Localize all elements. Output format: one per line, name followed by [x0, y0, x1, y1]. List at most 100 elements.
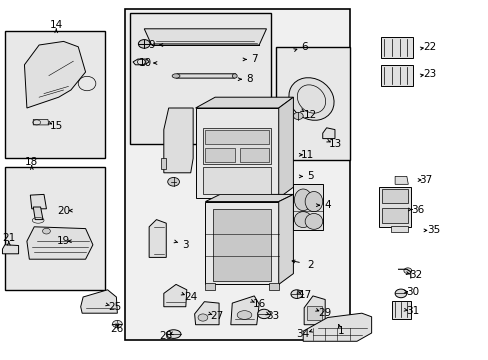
Bar — [203, 128, 271, 164]
Polygon shape — [24, 41, 85, 108]
Text: 2: 2 — [306, 260, 313, 270]
Polygon shape — [195, 97, 293, 108]
Ellipse shape — [403, 268, 411, 274]
Text: 14: 14 — [49, 20, 63, 30]
Polygon shape — [163, 284, 186, 307]
Text: 10: 10 — [139, 58, 152, 68]
Ellipse shape — [288, 78, 333, 120]
Polygon shape — [144, 29, 266, 45]
Polygon shape — [81, 290, 117, 313]
Text: 24: 24 — [183, 292, 197, 302]
Text: 26: 26 — [110, 324, 124, 334]
Text: 13: 13 — [327, 139, 341, 149]
Bar — [276, 47, 349, 160]
Text: 8: 8 — [245, 74, 252, 84]
Bar — [124, 9, 349, 340]
Polygon shape — [33, 120, 49, 125]
Text: 4: 4 — [324, 200, 330, 210]
Ellipse shape — [167, 177, 179, 186]
Text: 34: 34 — [296, 329, 309, 339]
Text: 22: 22 — [423, 42, 436, 52]
Polygon shape — [205, 194, 293, 202]
Text: 36: 36 — [410, 204, 424, 215]
Polygon shape — [394, 176, 407, 184]
Bar — [5, 31, 105, 158]
Polygon shape — [133, 59, 149, 65]
Bar — [239, 148, 268, 162]
Text: 17: 17 — [298, 290, 312, 300]
Polygon shape — [304, 296, 325, 325]
Bar — [382, 208, 407, 223]
Polygon shape — [322, 128, 334, 139]
Text: 37: 37 — [418, 175, 431, 185]
Polygon shape — [293, 184, 322, 230]
Ellipse shape — [257, 309, 270, 319]
Text: 1: 1 — [337, 326, 344, 336]
Text: 28: 28 — [159, 330, 173, 341]
Ellipse shape — [166, 330, 181, 338]
Text: 20: 20 — [57, 206, 70, 216]
Bar — [382, 189, 407, 203]
Text: 3: 3 — [182, 240, 189, 250]
Bar — [205, 130, 268, 144]
Polygon shape — [391, 301, 410, 319]
Ellipse shape — [112, 320, 122, 328]
Text: 32: 32 — [408, 270, 422, 280]
Polygon shape — [390, 226, 407, 232]
Ellipse shape — [172, 74, 180, 78]
Polygon shape — [195, 108, 278, 198]
Polygon shape — [379, 187, 410, 227]
Bar — [129, 13, 271, 144]
Polygon shape — [278, 194, 293, 284]
Text: 5: 5 — [306, 171, 313, 181]
Bar — [203, 167, 271, 194]
Polygon shape — [205, 202, 278, 284]
Bar — [205, 148, 234, 162]
Ellipse shape — [394, 289, 406, 298]
Polygon shape — [149, 220, 166, 257]
Polygon shape — [381, 37, 412, 58]
Polygon shape — [163, 108, 193, 173]
Ellipse shape — [237, 311, 251, 319]
Polygon shape — [381, 65, 412, 86]
Polygon shape — [303, 313, 371, 341]
Polygon shape — [278, 97, 293, 198]
Ellipse shape — [42, 228, 50, 234]
Text: 18: 18 — [25, 157, 39, 167]
Ellipse shape — [198, 314, 207, 321]
Ellipse shape — [290, 290, 302, 298]
Ellipse shape — [294, 189, 311, 211]
Polygon shape — [268, 283, 278, 290]
Text: 27: 27 — [210, 311, 224, 321]
Polygon shape — [161, 158, 166, 169]
Polygon shape — [33, 207, 43, 220]
Polygon shape — [230, 296, 259, 325]
Polygon shape — [205, 283, 215, 290]
Ellipse shape — [305, 192, 322, 212]
Text: 31: 31 — [406, 306, 419, 316]
Polygon shape — [194, 302, 219, 325]
Text: 33: 33 — [265, 311, 279, 321]
Polygon shape — [176, 74, 235, 78]
Text: 9: 9 — [148, 40, 155, 50]
Polygon shape — [27, 227, 93, 259]
Text: 21: 21 — [2, 233, 16, 243]
Ellipse shape — [293, 112, 303, 120]
Text: 23: 23 — [423, 69, 436, 79]
Text: 35: 35 — [427, 225, 440, 235]
Text: 16: 16 — [252, 299, 265, 309]
Polygon shape — [30, 194, 46, 209]
Polygon shape — [2, 245, 19, 254]
Text: 7: 7 — [250, 54, 257, 64]
Ellipse shape — [138, 40, 150, 48]
Ellipse shape — [305, 213, 322, 229]
Text: 11: 11 — [300, 150, 313, 160]
Text: 25: 25 — [108, 302, 122, 312]
Text: 6: 6 — [300, 42, 307, 52]
Bar — [5, 167, 105, 290]
Bar — [306, 306, 321, 320]
Ellipse shape — [294, 212, 311, 228]
Text: 12: 12 — [303, 110, 317, 120]
Text: 29: 29 — [318, 308, 331, 318]
Text: 15: 15 — [49, 121, 63, 131]
